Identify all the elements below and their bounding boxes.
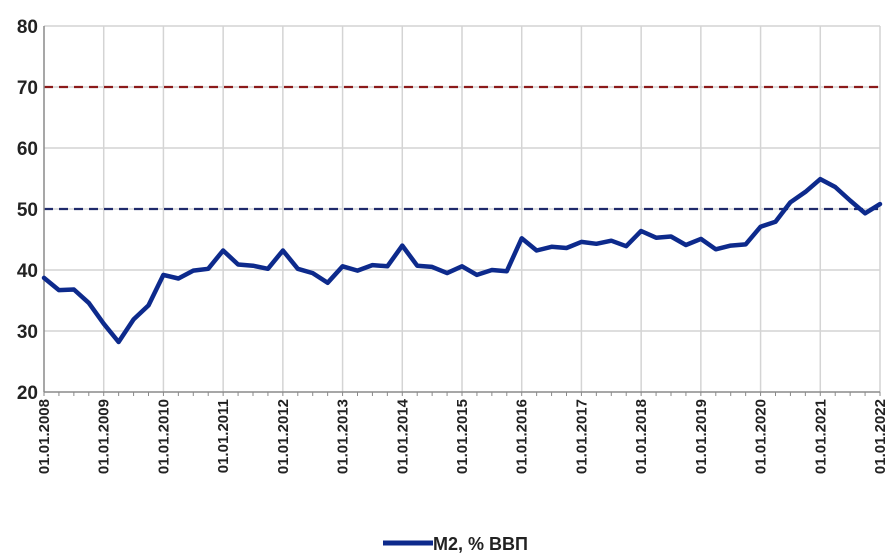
series-layer	[41, 176, 883, 345]
y-tick-label: 60	[17, 139, 38, 160]
grid-lines	[44, 25, 881, 392]
axes	[43, 26, 881, 396]
x-tick-label: 01.01.2013	[335, 399, 352, 474]
legend: М2, % ВВП	[383, 534, 528, 554]
x-tick-label: 01.01.2008	[36, 399, 53, 474]
x-tick-label: 01.01.2009	[96, 399, 113, 474]
x-tick-label: 01.01.2021	[812, 399, 829, 474]
y-tick-label: 70	[17, 78, 38, 99]
y-tick-label: 20	[17, 383, 38, 404]
x-tick-label: 01.01.2017	[573, 399, 590, 474]
x-tick-label: 01.01.2022	[872, 399, 889, 474]
x-tick-label: 01.01.2018	[633, 399, 650, 474]
x-tick-label: 01.01.2010	[155, 399, 172, 474]
x-axis-tick-labels: 01.01.2008 01.01.2009 01.01.2010 01.01.2011…	[36, 398, 889, 474]
y-tick-label: 30	[17, 322, 38, 343]
reference-lines	[44, 85, 880, 211]
y-tick-label: 80	[17, 17, 38, 38]
x-tick-label: 01.01.2015	[454, 399, 471, 474]
series-line	[41, 176, 883, 345]
x-tick-label: 01.01.2020	[753, 399, 770, 474]
x-tick-label: 01.01.2016	[514, 399, 531, 474]
x-tick-label: 01.01.2012	[275, 399, 292, 474]
y-tick-label: 40	[17, 261, 38, 282]
x-tick-label: 01.01.2019	[693, 399, 710, 474]
x-tick-label: 01.01.2014	[394, 398, 411, 474]
x-tick-label: 01.01.2011	[215, 399, 232, 473]
y-axis-tick-labels: 20 30 40 50 60 70 80	[17, 17, 38, 404]
y-tick-label: 50	[17, 200, 38, 221]
legend-label: М2, % ВВП	[433, 534, 528, 554]
